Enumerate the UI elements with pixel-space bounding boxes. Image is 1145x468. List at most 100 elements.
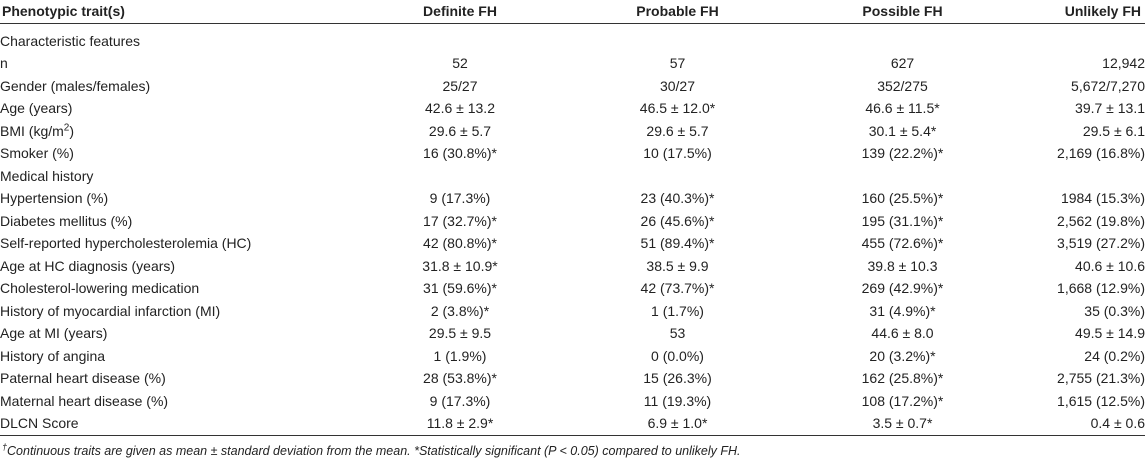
cell-definite: 31.8 ± 10.9* xyxy=(422,257,498,274)
table-row: Age at HC diagnosis (years) 31.8 ± 10.9*… xyxy=(0,255,1145,278)
cell-possible: 108 (17.2%)* xyxy=(861,392,944,409)
cell-definite: 17 (32.7%)* xyxy=(423,212,497,229)
cell-definite: 11.8 ± 2.9* xyxy=(355,412,565,436)
header-unlikely: Unlikely FH xyxy=(1015,0,1145,24)
cell-possible: 627 xyxy=(890,55,915,71)
cell-definite: 1 (1.9%) xyxy=(433,347,487,364)
cell-definite: 42 (80.8%)* xyxy=(423,235,497,251)
table-header: Phenotypic trait(s) Definite FH Probable… xyxy=(0,0,1145,24)
table-row: DLCN Score 11.8 ± 2.9* 6.9 ± 1.0* 3.5 ± … xyxy=(0,412,1145,436)
row-label: DLCN Score xyxy=(0,412,355,436)
row-label: History of angina xyxy=(0,347,106,364)
row-label: Age (years) xyxy=(0,100,73,116)
row-label: Self-reported hypercholesterolemia (HC) xyxy=(0,235,252,251)
cell-probable: 53 xyxy=(669,325,686,341)
row-label: Maternal heart disease (%) xyxy=(0,392,169,409)
table-row: Gender (males/females) 25/27 30/27 352/2… xyxy=(0,75,1145,98)
cell-probable: 29.6 ± 5.7 xyxy=(646,122,709,139)
table-row: Maternal heart disease (%) 9 (17.3%) 11 … xyxy=(0,390,1145,413)
cell-unlikely: 49.5 ± 14.9 xyxy=(1075,325,1145,341)
cell-probable: 46.5 ± 12.0* xyxy=(639,100,716,116)
cell-definite: 29.6 ± 5.7 xyxy=(428,122,492,139)
table-body: Characteristic features n 52 57 627 12,9… xyxy=(0,23,1145,436)
table-row: History of angina 1 (1.9%) 0 (0.0%) 20 (… xyxy=(0,345,1145,368)
table-row: Self-reported hypercholesterolemia (HC) … xyxy=(0,232,1145,255)
cell-probable: 1 (1.7%) xyxy=(651,302,704,319)
bmi-label-text: BMI (kg/m xyxy=(0,122,64,139)
cell-possible: 352/275 xyxy=(877,77,928,94)
bmi-label-superscript: 2 xyxy=(63,121,70,133)
cell-definite: 31 (59.6%)* xyxy=(423,280,497,296)
cell-possible: 195 (31.1%)* xyxy=(861,212,944,229)
cell-definite: 25/27 xyxy=(442,77,478,94)
section-characteristic: Characteristic features xyxy=(0,32,141,49)
cell-probable: 15 (26.3%) xyxy=(643,370,712,386)
cell-unlikely: 1,668 (12.9%) xyxy=(1057,280,1145,296)
cell-unlikely: 0.4 ± 0.6 xyxy=(1015,412,1145,436)
row-label: Diabetes mellitus (%) xyxy=(0,212,133,229)
cell-definite: 28 (53.8%)* xyxy=(423,370,497,386)
cell-possible: 455 (72.6%)* xyxy=(861,235,944,251)
cell-definite: 2 (3.8%)* xyxy=(430,302,490,319)
table-row: Paternal heart disease (%) 28 (53.8%)* 1… xyxy=(0,367,1145,390)
cell-unlikely: 35 (0.3%) xyxy=(1084,302,1145,319)
cell-probable: 10 (17.5%) xyxy=(643,145,712,161)
row-label: Gender (males/females) xyxy=(0,77,151,94)
cell-possible: 160 (25.5%)* xyxy=(861,190,944,206)
row-label: Paternal heart disease (%) xyxy=(0,370,166,386)
table-row: Age at MI (years) 29.5 ± 9.5 53 44.6 ± 8… xyxy=(0,322,1145,345)
bmi-label-close: ) xyxy=(69,122,75,139)
table-row: Smoker (%) 16 (30.8%)* 10 (17.5%) 139 (2… xyxy=(0,142,1145,165)
cell-possible: 162 (25.8%)* xyxy=(861,370,944,386)
cell-probable: 30/27 xyxy=(659,77,696,94)
table-row: Cholesterol-lowering medication 31 (59.6… xyxy=(0,277,1145,300)
table-row: History of myocardial infarction (MI) 2 … xyxy=(0,300,1145,323)
cell-probable: 51 (89.4%)* xyxy=(640,235,715,251)
cell-unlikely: 2,562 (19.8%) xyxy=(1057,212,1145,229)
cell-definite: 29.5 ± 9.5 xyxy=(428,325,492,341)
cell-possible: 31 (4.9%)* xyxy=(869,302,936,319)
cell-possible: 39.8 ± 10.3 xyxy=(867,257,938,274)
cell-definite: 16 (30.8%)* xyxy=(423,145,497,161)
cell-definite: 52 xyxy=(452,55,468,71)
cell-possible: 3.5 ± 0.7* xyxy=(790,412,1015,436)
cell-probable: 0 (0.0%) xyxy=(651,347,704,364)
cell-unlikely: 39.7 ± 13.1 xyxy=(1075,100,1145,116)
header-definite: Definite FH xyxy=(355,0,565,24)
cell-unlikely: 2,755 (21.3%) xyxy=(1057,370,1145,386)
section-row: Characteristic features xyxy=(0,23,1145,52)
row-label: Age at MI (years) xyxy=(0,325,108,341)
cell-unlikely: 24 (0.2%) xyxy=(1084,347,1145,364)
cell-possible: 139 (22.2%)* xyxy=(861,145,944,161)
cell-possible: 30.1 ± 5.4* xyxy=(868,122,937,139)
table-row: BMI (kg/m2) 29.6 ± 5.7 29.6 ± 5.7 30.1 ±… xyxy=(0,120,1145,143)
cell-probable: 6.9 ± 1.0* xyxy=(565,412,790,436)
row-label: History of myocardial infarction (MI) xyxy=(0,302,221,319)
row-label: n xyxy=(0,55,8,71)
section-row: Medical history xyxy=(0,165,1145,188)
cell-unlikely: 29.5 ± 6.1 xyxy=(1082,122,1145,139)
cell-definite: 9 (17.3%) xyxy=(429,190,491,206)
cell-unlikely: 12,942 xyxy=(1102,55,1145,71)
table-row: Age (years) 42.6 ± 13.2 46.5 ± 12.0* 46.… xyxy=(0,97,1145,120)
cell-unlikely: 2,169 (16.8%) xyxy=(1057,145,1145,161)
cell-definite: 42.6 ± 13.2 xyxy=(425,100,495,116)
cell-probable: 57 xyxy=(669,55,686,71)
cell-definite: 9 (17.3%) xyxy=(429,392,491,409)
row-label: Cholesterol-lowering medication xyxy=(0,280,200,296)
cell-unlikely: 40.6 ± 10.6 xyxy=(1075,257,1145,274)
section-medical: Medical history xyxy=(0,167,94,184)
row-label: Hypertension (%) xyxy=(0,190,109,206)
cell-probable: 38.5 ± 9.9 xyxy=(646,257,709,274)
table-footnote: †Continuous traits are given as mean ± s… xyxy=(2,442,741,458)
header-probable: Probable FH xyxy=(565,0,790,24)
header-possible: Possible FH xyxy=(790,0,1015,24)
cell-probable: 42 (73.7%)* xyxy=(640,280,715,296)
cell-probable: 26 (45.6%)* xyxy=(640,212,715,229)
phenotypic-traits-table: Phenotypic trait(s) Definite FH Probable… xyxy=(0,0,1145,436)
row-label: Smoker (%) xyxy=(0,145,74,161)
header-row: Phenotypic trait(s) Definite FH Probable… xyxy=(0,0,1145,24)
cell-unlikely: 1,615 (12.5%) xyxy=(1057,392,1145,409)
cell-possible: 44.6 ± 8.0 xyxy=(871,325,934,341)
